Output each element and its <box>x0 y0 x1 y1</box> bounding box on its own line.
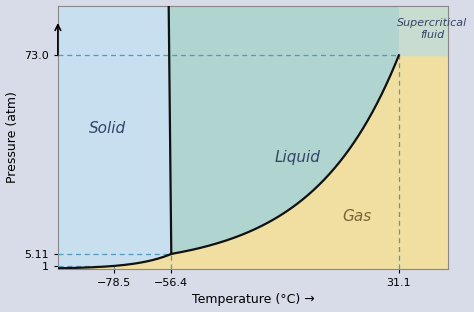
X-axis label: Temperature (°C) →: Temperature (°C) → <box>191 294 314 306</box>
Text: Supercritical
fluid: Supercritical fluid <box>397 18 467 40</box>
Polygon shape <box>58 0 171 269</box>
Y-axis label: Pressure (atm): Pressure (atm) <box>6 91 18 183</box>
Polygon shape <box>399 0 448 55</box>
Text: Gas: Gas <box>342 209 372 224</box>
Text: Liquid: Liquid <box>274 150 320 165</box>
Polygon shape <box>58 55 448 269</box>
Text: Solid: Solid <box>89 121 126 136</box>
Polygon shape <box>169 0 399 254</box>
